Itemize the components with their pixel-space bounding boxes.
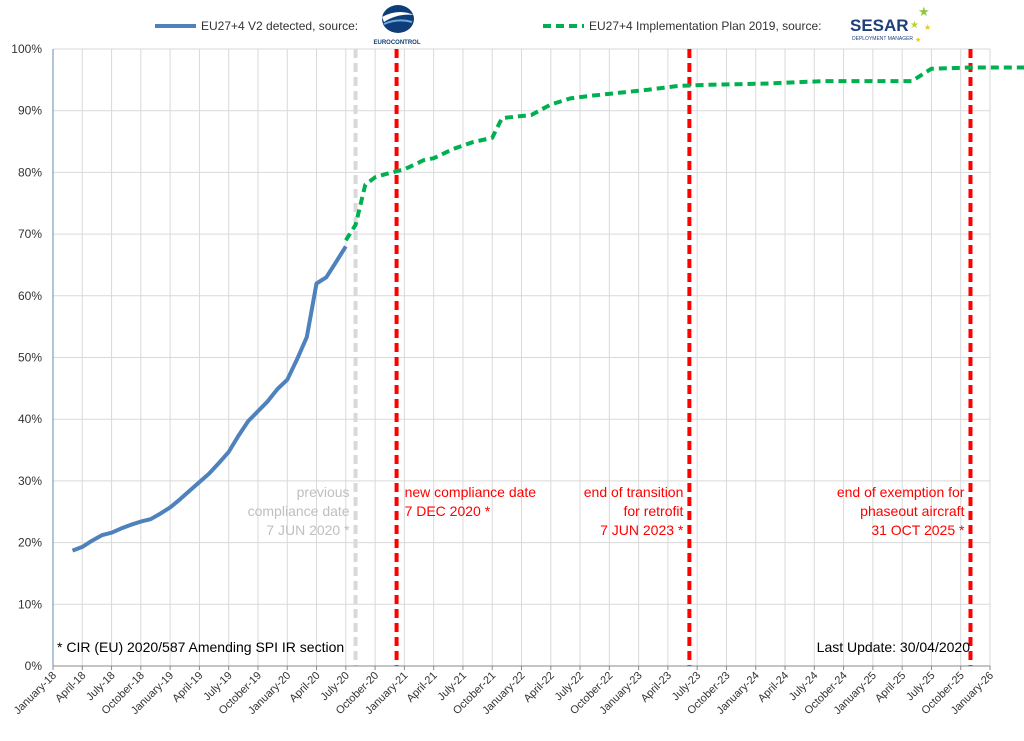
y-tick-label: 10% bbox=[18, 597, 42, 611]
series bbox=[71, 65, 1024, 553]
footnote: * CIR (EU) 2020/587 Amending SPI IR sect… bbox=[57, 639, 344, 655]
sesar-logo-subtext: DEPLOYMENT MANAGER bbox=[852, 36, 913, 42]
milestone-label: 7 JUN 2023 * bbox=[600, 522, 684, 538]
legend: EU27+4 V2 detected, source: EUROCONTROL … bbox=[155, 4, 931, 46]
sesar-deployment-manager-logo: SESAR DEPLOYMENT MANAGER ★ ★ ★ ★ bbox=[850, 4, 931, 44]
y-tick-label: 0% bbox=[25, 659, 43, 673]
milestone-labels: previous compliance date 7 JUN 2020 * new c… bbox=[248, 484, 965, 538]
y-tick-label: 100% bbox=[11, 42, 42, 56]
milestone-label: 7 JUN 2020 * bbox=[266, 522, 350, 538]
last-update: Last Update: 30/04/2020 bbox=[817, 639, 971, 655]
milestone-label: phaseout aircraft bbox=[860, 503, 964, 519]
y-tick-label: 70% bbox=[18, 227, 42, 241]
x-tick-label: April-25 bbox=[873, 670, 908, 705]
eurocontrol-logo: EUROCONTROL bbox=[374, 5, 421, 46]
sesar-logo-text: SESAR bbox=[850, 16, 909, 35]
y-tick-label: 30% bbox=[18, 474, 42, 488]
star-icon: ★ bbox=[910, 20, 919, 31]
milestone-label: 7 DEC 2020 * bbox=[405, 503, 491, 519]
x-tick-label: April-23 bbox=[639, 670, 674, 705]
milestone-lines bbox=[353, 49, 973, 666]
x-tick-label: April-21 bbox=[404, 670, 439, 705]
y-tick-label: 80% bbox=[18, 165, 42, 179]
y-tick-label: 50% bbox=[18, 351, 42, 365]
eurocontrol-logo-text: EUROCONTROL bbox=[374, 40, 421, 46]
milestone-label: new compliance date bbox=[405, 484, 537, 500]
milestone-label: end of exemption for bbox=[837, 484, 965, 500]
milestone-label: for retrofit bbox=[623, 503, 683, 519]
y-tick-label: 40% bbox=[18, 412, 42, 426]
y-axis-ticks: 0% 10% 20% 30% 40% 50% 60% 70% 80% 90% 100% bbox=[11, 42, 42, 673]
axes bbox=[52, 49, 991, 670]
star-icon: ★ bbox=[924, 23, 931, 32]
x-tick-label: April-24 bbox=[756, 670, 791, 705]
x-tick-label: January-18 bbox=[12, 670, 59, 717]
y-tick-label: 20% bbox=[18, 536, 42, 550]
y-tick-label: 60% bbox=[18, 289, 42, 303]
x-tick-label: April-18 bbox=[53, 670, 88, 705]
star-icon: ★ bbox=[918, 4, 930, 19]
y-tick-label: 90% bbox=[18, 104, 42, 118]
x-tick-label: April-22 bbox=[522, 670, 557, 705]
series-line bbox=[71, 245, 348, 553]
legend-label-plan: EU27+4 Implementation Plan 2019, source: bbox=[589, 19, 821, 33]
grid bbox=[52, 48, 991, 667]
milestone-label: 31 OCT 2025 * bbox=[871, 522, 965, 538]
x-axis-ticks: January-18April-18July-18October-18Janua… bbox=[12, 670, 996, 717]
milestone-label: end of transition bbox=[584, 484, 684, 500]
star-icon: ★ bbox=[915, 36, 921, 44]
x-tick-label: April-20 bbox=[287, 670, 322, 705]
series-line bbox=[344, 65, 1024, 242]
milestone-label: previous bbox=[297, 484, 350, 500]
legend-label-detected: EU27+4 V2 detected, source: bbox=[201, 19, 358, 33]
x-tick-label: April-19 bbox=[170, 670, 205, 705]
milestone-label: compliance date bbox=[248, 503, 350, 519]
